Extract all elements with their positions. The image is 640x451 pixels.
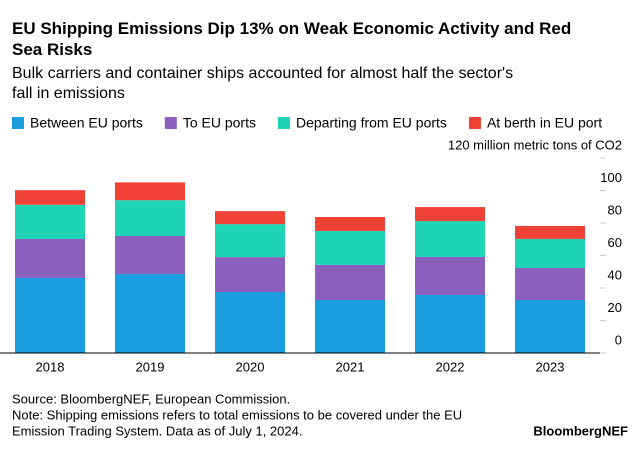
bar-segment — [515, 300, 585, 353]
x-tick-label: 2022 — [436, 359, 465, 374]
legend-label: To EU ports — [183, 115, 256, 131]
x-tick-label: 2020 — [236, 359, 265, 374]
x-tick-label: 2023 — [536, 359, 565, 374]
legend-label: Departing from EU ports — [296, 115, 447, 131]
bar-segment — [15, 204, 85, 239]
bar-segment — [315, 230, 385, 265]
y-tick-label: 60 — [608, 235, 622, 250]
brand: BloombergNEF — [533, 423, 628, 438]
legend-swatch — [468, 117, 481, 129]
bar-segment — [515, 238, 585, 269]
y-tick-label: 40 — [608, 267, 622, 282]
bar-segment — [215, 257, 285, 293]
chart-title: EU Shipping Emissions Dip 13% on Weak Ec… — [12, 19, 571, 59]
y-tick-label: 20 — [608, 300, 622, 315]
bar-segment — [315, 264, 385, 301]
bar-segment — [415, 221, 485, 257]
note: Emission Trading System. Data as of July… — [12, 423, 302, 438]
bar-segment — [15, 238, 85, 278]
bar-segment — [415, 207, 485, 222]
bar-segment — [315, 300, 385, 353]
bar-segment — [115, 182, 185, 201]
bar-segment — [315, 216, 385, 231]
bar-segment — [115, 236, 185, 275]
y-tick-label: 100 — [600, 170, 622, 185]
bar-segment — [15, 277, 85, 353]
y-tick-label: 120 million metric tons of CO2 — [448, 137, 622, 152]
note: Note: Shipping emissions refers to total… — [12, 407, 462, 422]
x-tick-label: 2018 — [36, 359, 65, 374]
chart-subtitle: Bulk carriers and container ships accoun… — [12, 65, 513, 102]
legend-label: At berth in EU port — [487, 115, 602, 131]
bar-segment — [215, 224, 285, 258]
bar-segment — [215, 292, 285, 353]
y-tick-label: 0 — [615, 332, 622, 347]
bar-segment — [15, 190, 85, 205]
bar-segment — [215, 211, 285, 225]
legend-swatch — [164, 117, 177, 129]
bar-segment — [515, 268, 585, 301]
x-tick-label: 2021 — [336, 359, 365, 374]
x-tick-label: 2019 — [136, 359, 165, 374]
bar-segment — [415, 256, 485, 295]
bar-segment — [515, 225, 585, 239]
legend-swatch — [277, 117, 290, 129]
bar-segment — [115, 274, 185, 353]
source: Source: BloombergNEF, European Commissio… — [12, 391, 290, 406]
bar-segment — [115, 200, 185, 236]
bar-segment — [415, 294, 485, 353]
y-tick-label: 80 — [608, 202, 622, 217]
legend-label: Between EU ports — [30, 115, 143, 131]
legend-swatch — [12, 117, 24, 129]
